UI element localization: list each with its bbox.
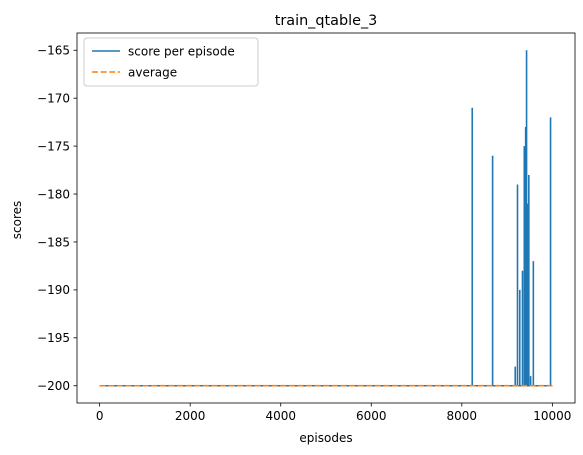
plot-frame — [76, 32, 576, 404]
y-tick-label: −195 — [37, 331, 70, 345]
series-layer — [99, 50, 553, 387]
legend-label: score per episode — [128, 44, 235, 58]
x-axis-label: episodes — [299, 431, 352, 445]
x-tick-label: 0 — [96, 409, 104, 423]
y-tick-label: −170 — [37, 91, 70, 105]
x-tick-label: 8000 — [447, 409, 478, 423]
legend: score per episode average — [83, 37, 259, 87]
y-tick-label: −180 — [37, 187, 70, 201]
chart-title: train_qtable_3 — [275, 13, 378, 29]
x-tick-label: 10000 — [533, 409, 571, 423]
y-tick-label: −165 — [37, 44, 70, 58]
x-tick-label: 6000 — [356, 409, 387, 423]
y-tick-label: −175 — [37, 139, 70, 153]
series-line-score — [99, 50, 553, 387]
y-tick-label: −185 — [37, 235, 70, 249]
legend-box — [83, 37, 259, 87]
y-tick-label: −200 — [37, 379, 70, 393]
axes-layer: 0 2000 4000 6000 8000 10000 −200 −195 −190 −185 −1… — [37, 32, 576, 423]
x-tick-label: 2000 — [175, 409, 206, 423]
x-tick-label: 4000 — [265, 409, 296, 423]
y-tick-label: −190 — [37, 283, 70, 297]
y-axis-label: scores — [10, 201, 24, 240]
legend-label: average — [128, 65, 177, 79]
